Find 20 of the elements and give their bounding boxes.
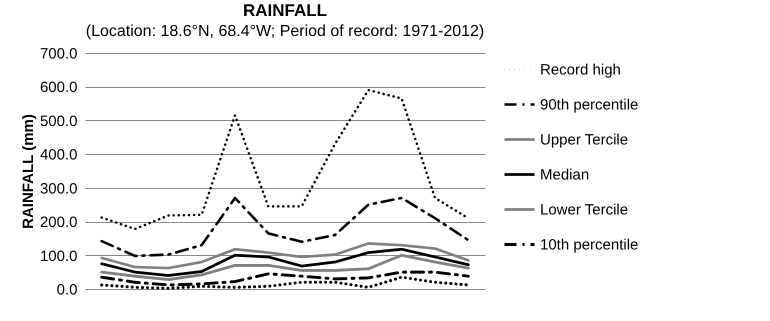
legend-label: Upper Tercile bbox=[540, 132, 628, 148]
legend-label: 10th percentile bbox=[540, 236, 638, 254]
line-series bbox=[100, 196, 470, 258]
legend-label: Lower Tercile bbox=[540, 202, 628, 218]
y-tick-label: 700.0 bbox=[40, 46, 78, 62]
line-series bbox=[100, 248, 470, 277]
legend-label: Record high bbox=[540, 62, 621, 78]
y-tick-label: 300.0 bbox=[40, 180, 78, 198]
chart-subtitle: (Location: 18.6°N, 68.4°W; Period of record: 1971-2012) bbox=[86, 23, 484, 40]
chart-title: RAINFALL bbox=[242, 1, 328, 20]
y-tick-label: 0.0 bbox=[56, 282, 78, 298]
legend-label: Median bbox=[540, 166, 590, 184]
y-axis-title: RAINFALL (mm) bbox=[20, 114, 37, 229]
y-tick-label: 400.0 bbox=[40, 146, 78, 164]
line-series bbox=[100, 270, 470, 286]
legend-label: 90th percentile bbox=[540, 96, 638, 114]
y-tick-label: 100.0 bbox=[40, 248, 78, 265]
y-tick-label: 500.0 bbox=[40, 112, 78, 130]
y-tick-label: 200.0 bbox=[40, 214, 78, 232]
y-tick-label: 600.0 bbox=[40, 79, 78, 96]
